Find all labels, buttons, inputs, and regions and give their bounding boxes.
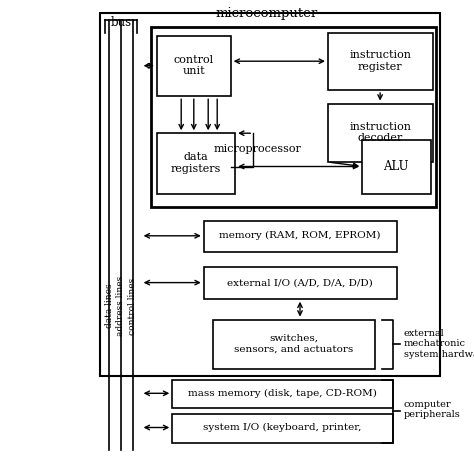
Text: microcomputer: microcomputer — [216, 7, 318, 20]
Bar — [100, 12, 439, 376]
Bar — [328, 103, 433, 162]
Bar — [213, 319, 375, 369]
Bar — [204, 220, 397, 252]
Text: external I/O (A/D, D/A, D/D): external I/O (A/D, D/A, D/D) — [227, 278, 373, 287]
Text: memory (RAM, ROM, EPROM): memory (RAM, ROM, EPROM) — [219, 231, 381, 241]
Bar — [328, 34, 433, 90]
Text: instruction
decoder: instruction decoder — [349, 122, 411, 143]
Bar — [157, 36, 231, 96]
Text: computer
peripherals: computer peripherals — [403, 400, 460, 419]
Text: bus: bus — [110, 16, 131, 29]
Text: control
unit: control unit — [174, 55, 214, 77]
Bar — [172, 414, 392, 443]
Text: control lines: control lines — [128, 277, 137, 335]
Bar — [172, 380, 392, 408]
Bar — [157, 133, 235, 194]
Text: system I/O (keyboard, printer,: system I/O (keyboard, printer, — [203, 423, 361, 432]
Text: data
registers: data registers — [171, 152, 221, 174]
Text: address lines: address lines — [117, 276, 126, 336]
Bar — [362, 140, 431, 194]
Text: microprocessor: microprocessor — [214, 144, 301, 153]
Text: external
mechatronic
system hardware: external mechatronic system hardware — [403, 329, 474, 358]
Text: switches,
sensors, and actuators: switches, sensors, and actuators — [234, 334, 353, 353]
Bar — [204, 267, 397, 299]
Text: mass memory (disk, tape, CD-ROM): mass memory (disk, tape, CD-ROM) — [188, 389, 376, 398]
Text: data lines: data lines — [105, 284, 114, 328]
Text: ALU: ALU — [383, 160, 409, 173]
Text: instruction
register: instruction register — [349, 50, 411, 72]
Bar — [152, 27, 436, 207]
